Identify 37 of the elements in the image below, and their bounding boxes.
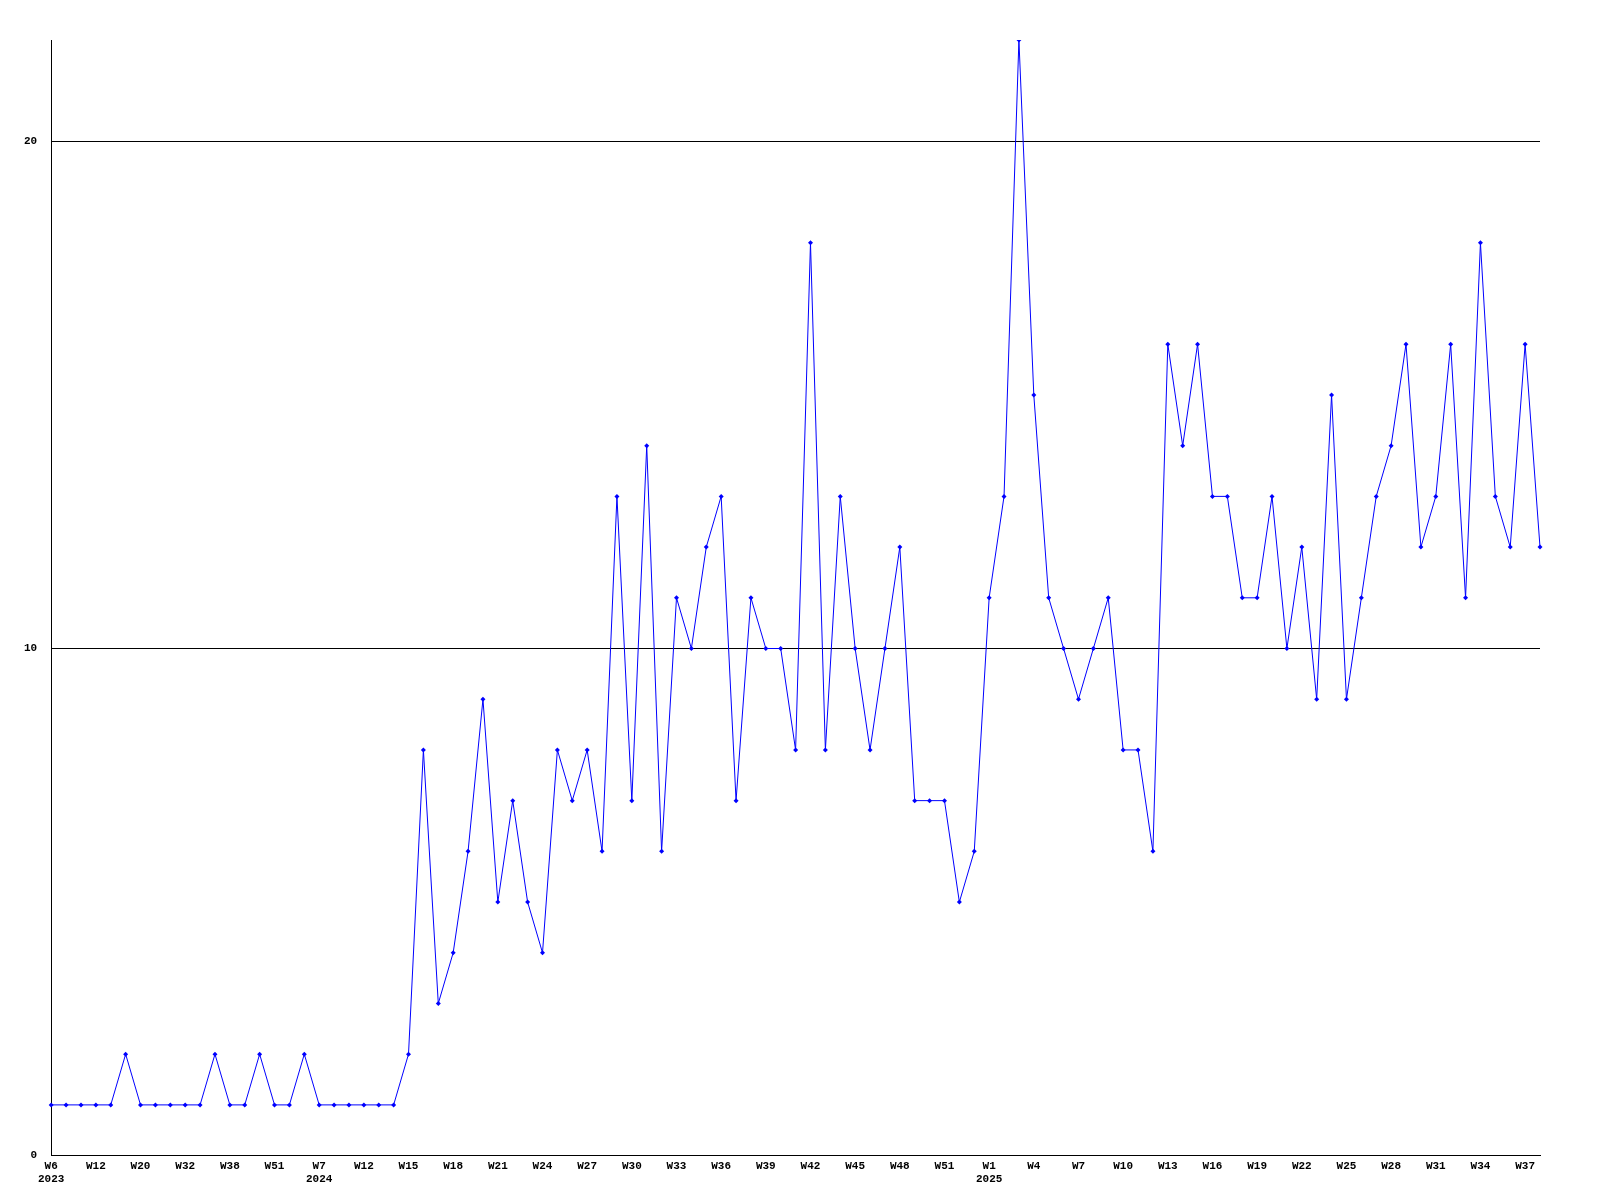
x-tick-label: W51: [264, 1159, 285, 1172]
x-tick-label: W20: [130, 1159, 151, 1172]
x-tick-label: W42: [800, 1159, 821, 1172]
x-tick-label: W32: [175, 1159, 196, 1172]
x-tick-label: W51: [934, 1159, 955, 1172]
x-tick-label: W1 2025: [975, 1159, 1003, 1186]
x-tick-label: W24: [532, 1159, 553, 1172]
x-tick-label: W34: [1470, 1159, 1491, 1172]
x-tick-label: W30: [621, 1159, 642, 1172]
x-tick-label: W7: [1071, 1159, 1086, 1172]
x-tick-label: W10: [1113, 1159, 1134, 1172]
x-tick-label: W25: [1336, 1159, 1357, 1172]
x-tick-label: W37: [1515, 1159, 1536, 1172]
x-tick-label: W16: [1202, 1159, 1223, 1172]
x-tick-label: W38: [219, 1159, 241, 1172]
x-tick-label: W22: [1291, 1159, 1312, 1172]
x-tick-label: W39: [755, 1159, 776, 1172]
x-tick-label: W6 2023: [38, 1159, 65, 1186]
y-tick-label: 20: [24, 135, 38, 148]
x-tick-label: W4: [1027, 1159, 1041, 1172]
x-tick-label: W31: [1425, 1159, 1447, 1172]
x-tick-label: W7 2024: [305, 1159, 333, 1186]
x-tick-label: W18: [443, 1159, 464, 1172]
y-tick-label: 0: [30, 1149, 38, 1162]
x-tick-label: W48: [889, 1159, 911, 1172]
x-tick-label: W12: [353, 1159, 374, 1172]
y-tick-label: 10: [24, 642, 38, 655]
x-tick-label: W21: [487, 1159, 509, 1172]
x-tick-label: W27: [577, 1159, 598, 1172]
x-tick-label: W36: [711, 1159, 732, 1172]
x-tick-label: W45: [845, 1159, 866, 1172]
x-tick-label: W19: [1247, 1159, 1268, 1172]
x-tick-label: W13: [1157, 1159, 1179, 1172]
x-tick-label: W28: [1381, 1159, 1402, 1172]
x-tick-label: W33: [666, 1159, 687, 1172]
x-tick-label: W12: [85, 1159, 106, 1172]
x-tick-label: W15: [398, 1159, 419, 1172]
